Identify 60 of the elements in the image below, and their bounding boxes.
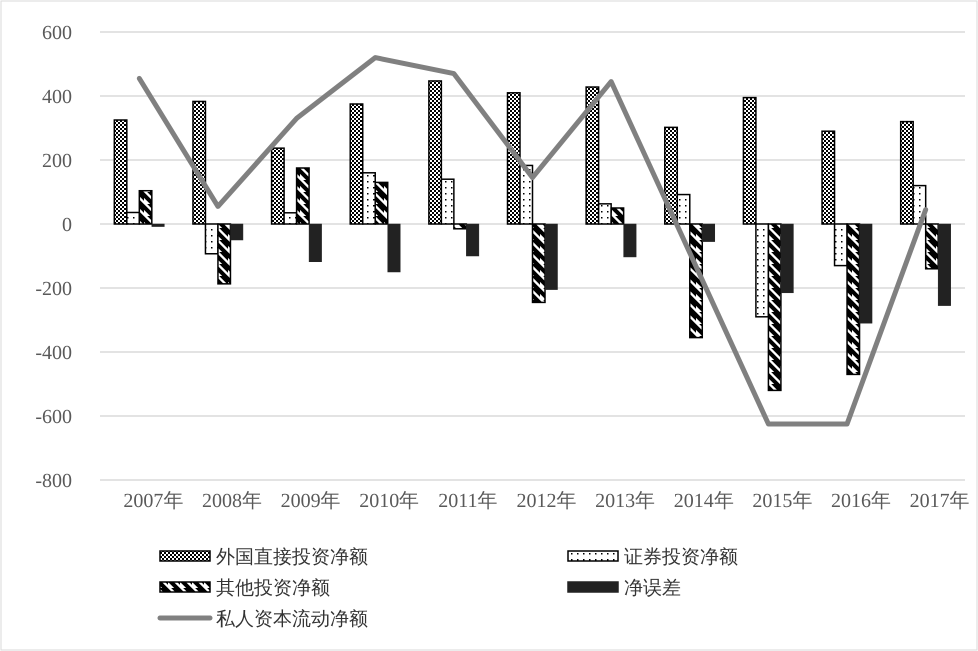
bar <box>900 120 914 225</box>
x-tick-label: 2017年 <box>910 490 970 512</box>
bar <box>768 223 782 392</box>
bar <box>126 212 140 225</box>
bar <box>138 190 153 225</box>
bar <box>780 224 794 294</box>
y-tick-label: -800 <box>35 470 72 492</box>
bar <box>362 172 376 225</box>
bar <box>676 194 691 225</box>
bar <box>846 223 860 376</box>
y-tick-label: 600 <box>42 22 72 44</box>
y-tick-label: -400 <box>35 342 72 364</box>
bar <box>114 119 128 225</box>
bar <box>924 223 939 270</box>
bar <box>217 223 232 285</box>
bar <box>466 224 480 256</box>
x-tick-label: 2009年 <box>280 490 341 512</box>
bar <box>283 212 298 225</box>
bar <box>440 178 455 225</box>
bar <box>230 224 244 240</box>
bar <box>349 103 364 225</box>
legend-label: 外国直接投资净额 <box>216 546 368 568</box>
bar <box>308 224 322 262</box>
bar <box>585 86 600 225</box>
bar <box>192 100 206 225</box>
bar <box>821 130 836 225</box>
y-tick-label: 0 <box>62 214 72 236</box>
y-tick-label: -600 <box>35 406 72 428</box>
bar <box>453 223 468 230</box>
bar <box>544 224 558 290</box>
bar <box>623 224 636 258</box>
bar <box>532 223 546 304</box>
bar <box>702 224 716 242</box>
bar <box>938 224 951 306</box>
bar <box>387 224 400 272</box>
bar <box>742 96 757 225</box>
bar <box>428 80 442 225</box>
bar <box>152 224 165 227</box>
x-tick-label: 2008年 <box>202 490 262 512</box>
x-tick-label: 2010年 <box>359 490 420 512</box>
x-tick-label: 2014年 <box>674 490 734 512</box>
y-tick-label: -200 <box>35 278 72 300</box>
legend-label: 其他投资净额 <box>216 577 330 599</box>
x-tick-label: 2007年 <box>123 490 184 512</box>
x-tick-label: 2011年 <box>438 490 498 512</box>
bar <box>374 182 388 225</box>
bar <box>598 203 612 225</box>
bar <box>610 207 624 225</box>
x-tick-label: 2012年 <box>516 490 576 512</box>
x-tick-label: 2016年 <box>831 490 892 512</box>
bar <box>270 147 285 225</box>
bar <box>296 167 310 225</box>
legend-label: 证券投资净额 <box>624 546 738 568</box>
y-tick-label: 200 <box>42 150 72 172</box>
x-tick-label: 2015年 <box>752 490 812 512</box>
x-tick-label: 2013年 <box>595 490 656 512</box>
bar <box>859 224 872 324</box>
legend-label: 私人资本流动净额 <box>216 608 368 630</box>
y-tick-label: 400 <box>42 86 72 108</box>
legend-label: 净误差 <box>624 578 681 599</box>
